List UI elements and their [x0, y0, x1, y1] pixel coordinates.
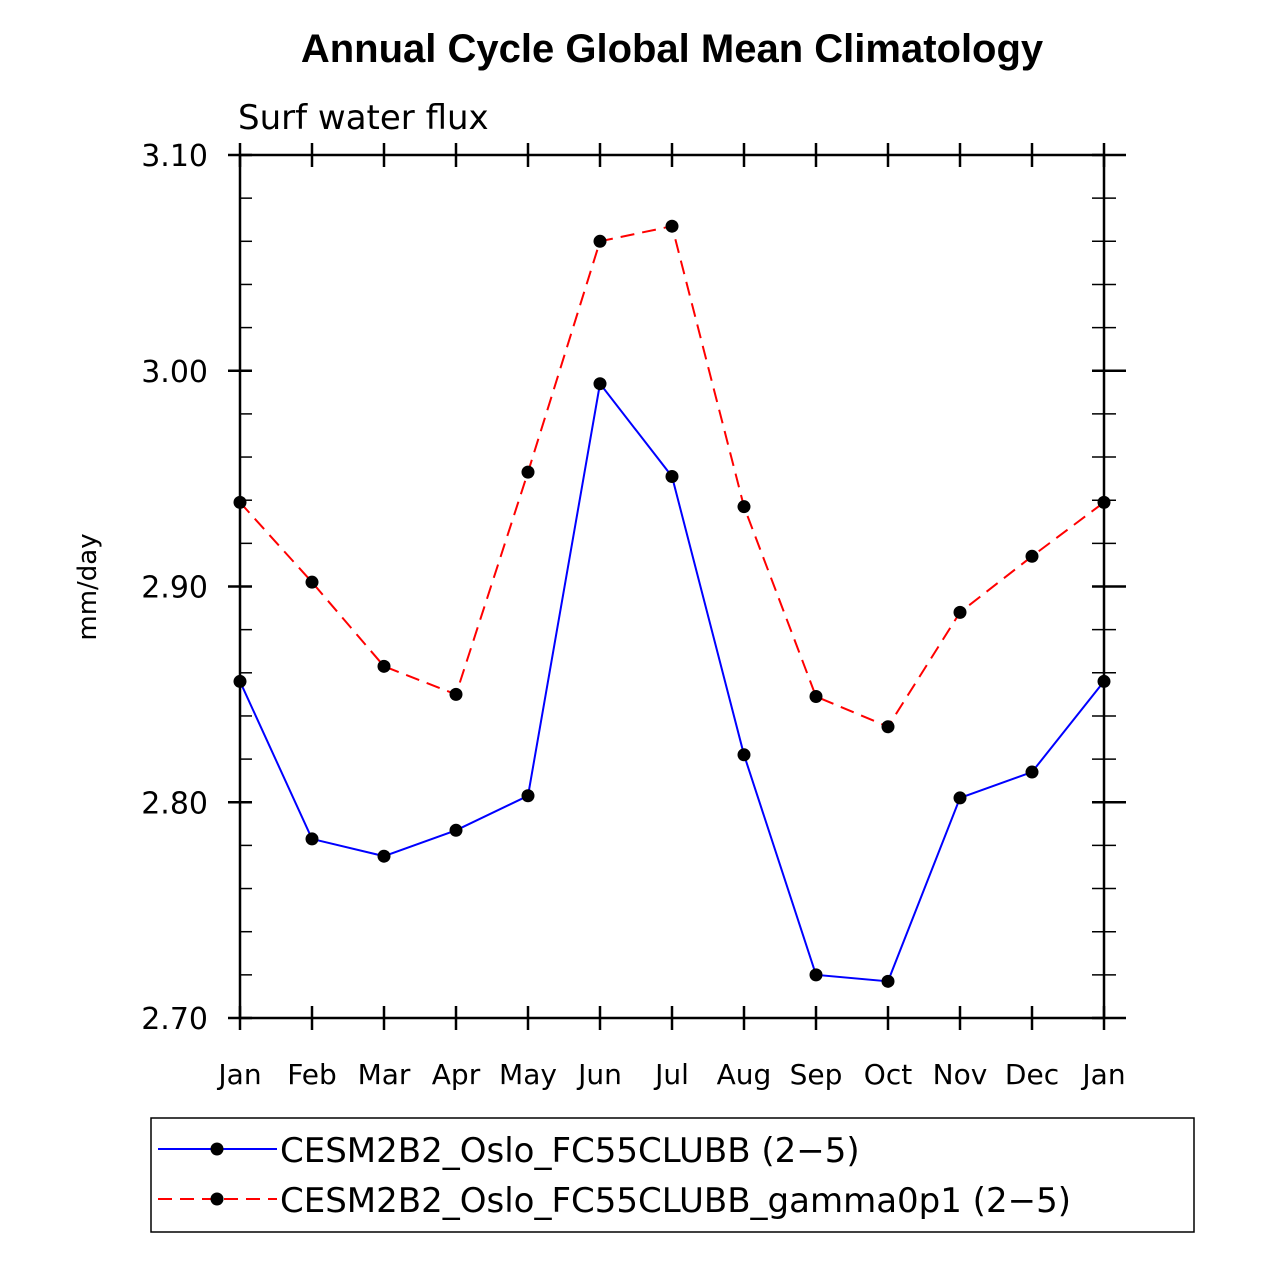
data-point — [737, 748, 751, 762]
data-point — [809, 968, 823, 982]
y-tick-label: 2.80 — [141, 786, 208, 821]
data-point — [449, 687, 463, 701]
x-tick-label: Sep — [790, 1058, 843, 1091]
data-point — [1097, 674, 1111, 688]
y-tick-label: 3.00 — [141, 355, 208, 390]
legend: CESM2B2_Oslo_FC55CLUBB (2−5) CESM2B2_Osl… — [150, 1117, 1195, 1233]
y-tick-label: 3.10 — [141, 139, 208, 174]
data-point — [305, 832, 319, 846]
x-tick-label: Jan — [216, 1058, 261, 1091]
x-tick-label: Mar — [358, 1058, 411, 1091]
legend-marker-series-1 — [210, 1142, 224, 1156]
x-tick-label: Jun — [576, 1058, 622, 1091]
axis-ticks — [228, 143, 1126, 1030]
data-point — [953, 605, 967, 619]
y-tick-label: 2.70 — [141, 1002, 208, 1037]
y-tick-labels: 2.70 2.80 2.90 3.00 3.10 — [141, 139, 208, 1037]
legend-label-series-1: CESM2B2_Oslo_FC55CLUBB (2−5) — [280, 1131, 860, 1171]
x-tick-label: Jan — [1080, 1058, 1125, 1091]
data-point — [305, 575, 319, 589]
y-axis-label: mm/day — [73, 533, 103, 640]
plot-frame — [238, 153, 1106, 1020]
x-tick-label: Feb — [287, 1058, 337, 1091]
data-point — [1025, 765, 1039, 779]
data-point — [881, 974, 895, 988]
x-tick-label: Dec — [1005, 1058, 1059, 1091]
x-tick-label: Nov — [933, 1058, 988, 1091]
chart-title: Annual Cycle Global Mean Climatology — [301, 27, 1044, 71]
data-point — [665, 219, 679, 233]
data-point — [233, 495, 247, 509]
legend-box — [150, 1117, 1195, 1233]
data-point — [377, 659, 391, 673]
x-tick-labels: Jan Feb Mar Apr May Jun Jul Aug Sep Oct Nov Dec Jan — [216, 1058, 1125, 1091]
chart-subtitle: Surf water flux — [238, 98, 489, 138]
data-point — [953, 791, 967, 805]
data-point — [881, 720, 895, 734]
data-point — [665, 469, 679, 483]
data-point — [233, 674, 247, 688]
data-point — [377, 849, 391, 863]
x-tick-label: Apr — [432, 1058, 481, 1091]
x-tick-label: May — [499, 1058, 557, 1091]
data-series — [233, 219, 1111, 988]
data-point — [593, 377, 607, 391]
legend-label-series-2: CESM2B2_Oslo_FC55CLUBB_gamma0p1 (2−5) — [280, 1181, 1071, 1221]
x-tick-label: Aug — [717, 1058, 772, 1091]
legend-marker-series-2 — [210, 1192, 224, 1206]
x-tick-label: Oct — [864, 1058, 912, 1091]
data-point — [809, 690, 823, 704]
data-point — [449, 823, 463, 837]
data-point — [1025, 549, 1039, 563]
data-point — [1097, 495, 1111, 509]
y-tick-label: 2.90 — [141, 571, 208, 606]
data-point — [521, 465, 535, 479]
data-point — [521, 789, 535, 803]
x-tick-label: Jul — [653, 1058, 689, 1091]
data-point — [737, 500, 751, 514]
data-point — [593, 234, 607, 248]
